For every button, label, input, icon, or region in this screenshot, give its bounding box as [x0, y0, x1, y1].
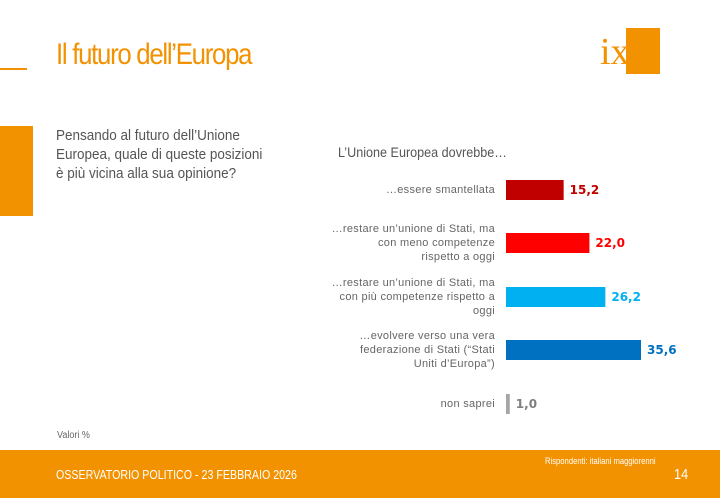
bar-0 — [506, 180, 564, 200]
left-accent-bar — [0, 126, 33, 216]
values-note: Valori % — [57, 430, 90, 441]
question-text: Pensando al futuro dell’Unione Europea, … — [56, 127, 263, 182]
ixe-logo: ixè — [600, 28, 660, 74]
footer: OSSERVATORIO POLITICO - 23 FEBBRAIO 2026… — [0, 450, 720, 498]
footer-survey-label: OSSERVATORIO POLITICO - 23 FEBBRAIO 2026 — [56, 467, 297, 482]
bar-4 — [506, 394, 510, 414]
chart-title: L’Unione Europea dovrebbe… — [338, 144, 507, 160]
footer-respondents: Rispondenti: italiani maggiorenni — [545, 456, 656, 466]
value-label-4: 1,0 — [516, 397, 537, 411]
value-label-3: 35,6 — [647, 343, 677, 357]
title-rule — [0, 68, 27, 70]
value-label-2: 26,2 — [611, 290, 641, 304]
category-label-3: …evolvere verso una vera federazione di S… — [359, 330, 495, 370]
category-label-4: non saprei — [440, 398, 495, 410]
value-label-0: 15,2 — [570, 183, 600, 197]
bar-3 — [506, 340, 641, 360]
logo-text: ixè — [600, 31, 646, 73]
category-label-0: …essere smantellata — [385, 184, 495, 196]
value-label-1: 22,0 — [595, 236, 625, 250]
bar-chart: 15,2 22,0 26,2 35,6 1,0 — [506, 180, 677, 414]
bar-2 — [506, 287, 606, 307]
bar-1 — [506, 233, 590, 253]
page-title: Il futuro dell’Europa — [56, 38, 253, 71]
category-label-1: …restare un’unione di Stati, ma con meno … — [331, 223, 495, 263]
page-number: 14 — [674, 466, 689, 483]
category-label-2: …restare un’unione di Stati, ma con più c… — [331, 277, 495, 317]
